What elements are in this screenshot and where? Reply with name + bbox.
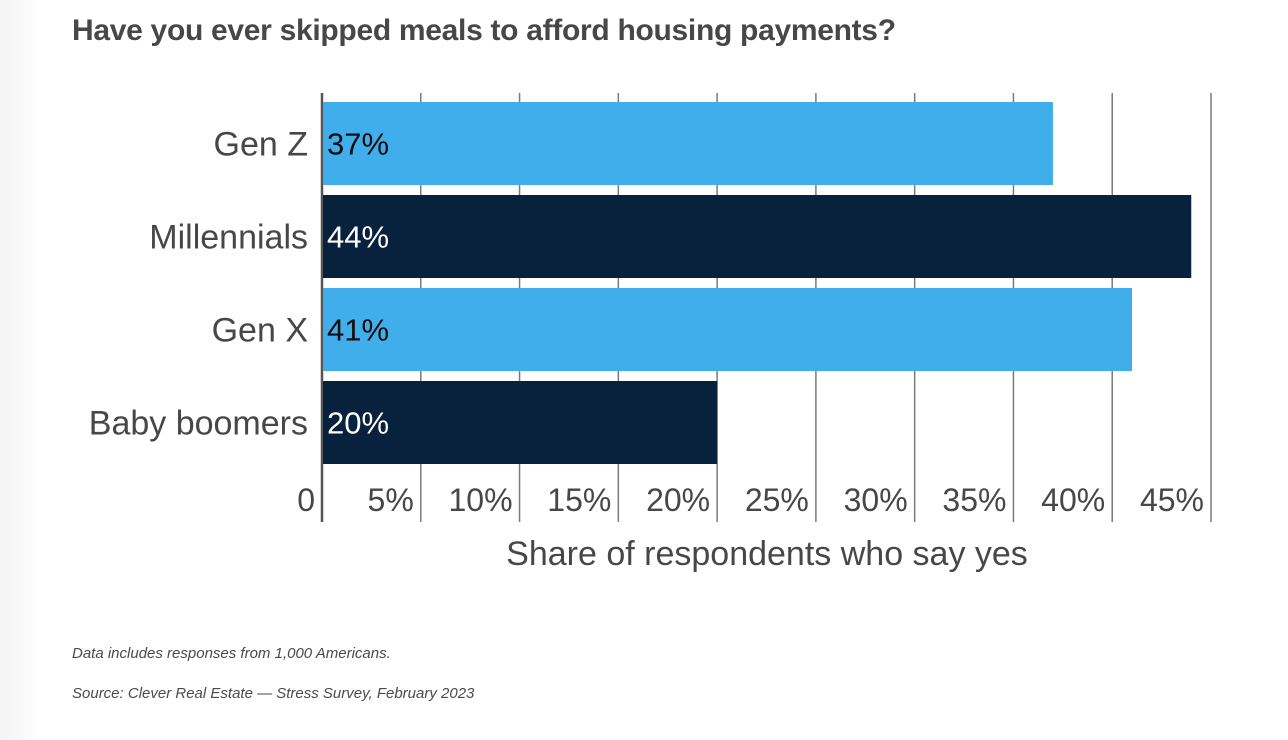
bar [323,102,1053,185]
category-label: Gen Z [214,126,308,164]
bar-value-label: 44% [327,220,389,255]
chart-title: Have you ever skipped meals to afford ho… [72,14,896,47]
bar-value-label: 20% [327,406,389,441]
bar-value-label: 41% [327,313,389,348]
x-tick-label: 10% [449,482,513,518]
x-tick-label: 35% [942,482,1006,518]
x-axis-title: Share of respondents who say yes [506,535,1028,573]
bar-chart: 0 5% 10% 15% 20% 25% 30% 35% 40% 45% 37% Gen Z 44% Mi… [89,93,1212,573]
bar [323,288,1132,371]
x-tick-label: 40% [1041,482,1105,518]
x-tick-label: 5% [368,482,414,518]
x-tick-label: 15% [547,482,611,518]
x-tick-label: 0 [297,482,315,518]
x-tick-label: 20% [646,482,710,518]
category-label: Baby boomers [89,405,308,443]
bar-value-label: 37% [327,127,389,162]
x-tick-label: 45% [1140,482,1204,518]
labels: 0 5% 10% 15% 20% 25% 30% 35% 40% 45% 37% Gen Z 44% Mi… [89,126,1204,519]
bars [323,102,1192,464]
x-tick-label: 30% [844,482,908,518]
bar [323,381,718,464]
category-label: Millennials [149,219,308,257]
bar [323,195,1192,278]
page-edge-shade [0,0,40,740]
source-note: Source: Clever Real Estate — Stress Surv… [72,685,475,702]
x-tick-label: 25% [745,482,809,518]
category-label: Gen X [212,312,308,350]
data-note: Data includes responses from 1,000 Ameri… [72,645,391,662]
